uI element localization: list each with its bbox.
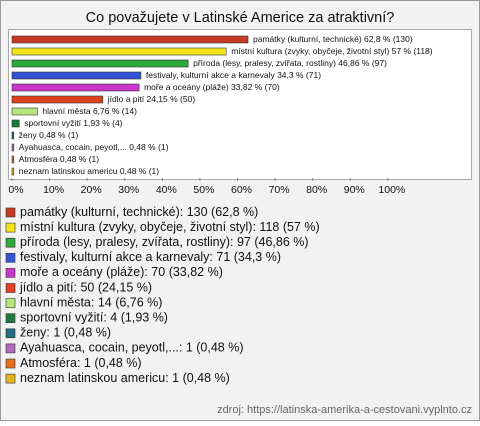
bar-label: jídlo a pití 24,15 % (50): [107, 94, 196, 104]
bar-label: památky (kulturní, technické) 62,8 % (13…: [253, 34, 413, 44]
legend-label: Ayahuasca, cocain, peyotl,...: 1 (0,48 %…: [20, 341, 244, 355]
legend-label: sportovní vyžití: 4 (1,93 %): [20, 310, 168, 324]
legend-swatch: [5, 283, 16, 293]
legend-label: jídlo a pití: 50 (24,15 %): [19, 280, 152, 294]
legend-swatch: [5, 253, 16, 263]
bar: [11, 47, 227, 56]
legend-swatch: [5, 358, 16, 369]
bar-label: sportovní vyžití 1,93 % (4): [24, 118, 122, 128]
legend-label: místní kultura (zvyky, obyčeje, životní …: [20, 220, 320, 234]
legend-label: neznam latinskou americu: 1 (0,48 %): [20, 371, 230, 385]
legend-swatch: [5, 268, 16, 278]
bar: [11, 155, 15, 164]
legend-label: památky (kulturní, technické): 130 (62,8…: [20, 205, 258, 219]
legend-label: ženy: 1 (0,48 %): [20, 326, 111, 340]
legend-swatch: [5, 313, 16, 324]
bar: [11, 83, 140, 92]
legend-label: hlavní města: 14 (6,76 %): [20, 295, 162, 309]
bar: [11, 131, 15, 140]
bar-label: ženy 0,48 % (1): [19, 130, 79, 140]
x-tick-label: 10%: [43, 184, 64, 196]
bar-label: festivaly, kulturní akce a karnevaly 34,…: [146, 70, 321, 80]
legend-swatch: [5, 373, 16, 384]
bar-label: Ayahuasca, cocain, peyotl,... 0,48 % (1): [19, 142, 169, 152]
x-tick-label: 70%: [269, 184, 290, 196]
x-tick-label: 90%: [344, 184, 365, 196]
x-tick-label: 40%: [156, 184, 177, 196]
bar-label: moře a oceány (pláže) 33,82 % (70): [144, 82, 280, 92]
bar-label: hlavní města 6,76 % (14): [42, 106, 137, 116]
x-tick-label: 20%: [81, 184, 102, 196]
legend-swatch: [5, 207, 16, 218]
x-tick-label: 50%: [193, 184, 214, 196]
legend-swatch: [5, 237, 16, 248]
bar: [11, 143, 15, 152]
x-tick-label: 60%: [231, 184, 252, 196]
legend-swatch: [5, 343, 16, 354]
bar-label: příroda (lesy, pralesy, zvířata, rostlin…: [193, 58, 387, 68]
bar-label: neznam latinskou americu 0,48 % (1): [19, 166, 159, 176]
bar: [11, 95, 104, 104]
x-tick-label: 0%: [8, 184, 23, 196]
x-tick-label: 30%: [118, 184, 139, 196]
bar-label: místní kultura (zvyky, obyčeje, životní …: [231, 46, 433, 56]
x-tick-label: 80%: [306, 184, 327, 196]
bar: [11, 167, 15, 176]
bar: [11, 59, 189, 68]
bar: [11, 107, 38, 116]
legend-swatch: [5, 328, 16, 339]
bar: [11, 35, 249, 44]
legend-label: Atmosféra: 1 (0,48 %): [20, 356, 142, 370]
chart-title: Co považujete v Latinské Americe za atra…: [86, 10, 395, 26]
x-tick-label: 100%: [378, 184, 405, 196]
legend-swatch: [5, 298, 16, 308]
legend-label: příroda (lesy, pralesy, zvířata, rostlin…: [20, 235, 309, 249]
bar: [11, 119, 20, 128]
bar: [11, 71, 142, 80]
legend-label: festivaly, kulturní akce a karnevaly: 71…: [20, 250, 281, 264]
legend-label: moře a oceány (pláže): 70 (33,82 %): [20, 265, 223, 279]
source: zdroj: https://latinska-amerika-a-cestov…: [217, 404, 472, 416]
bar-label: Atmosféra 0,48 % (1): [19, 154, 99, 164]
legend-swatch: [5, 222, 16, 233]
